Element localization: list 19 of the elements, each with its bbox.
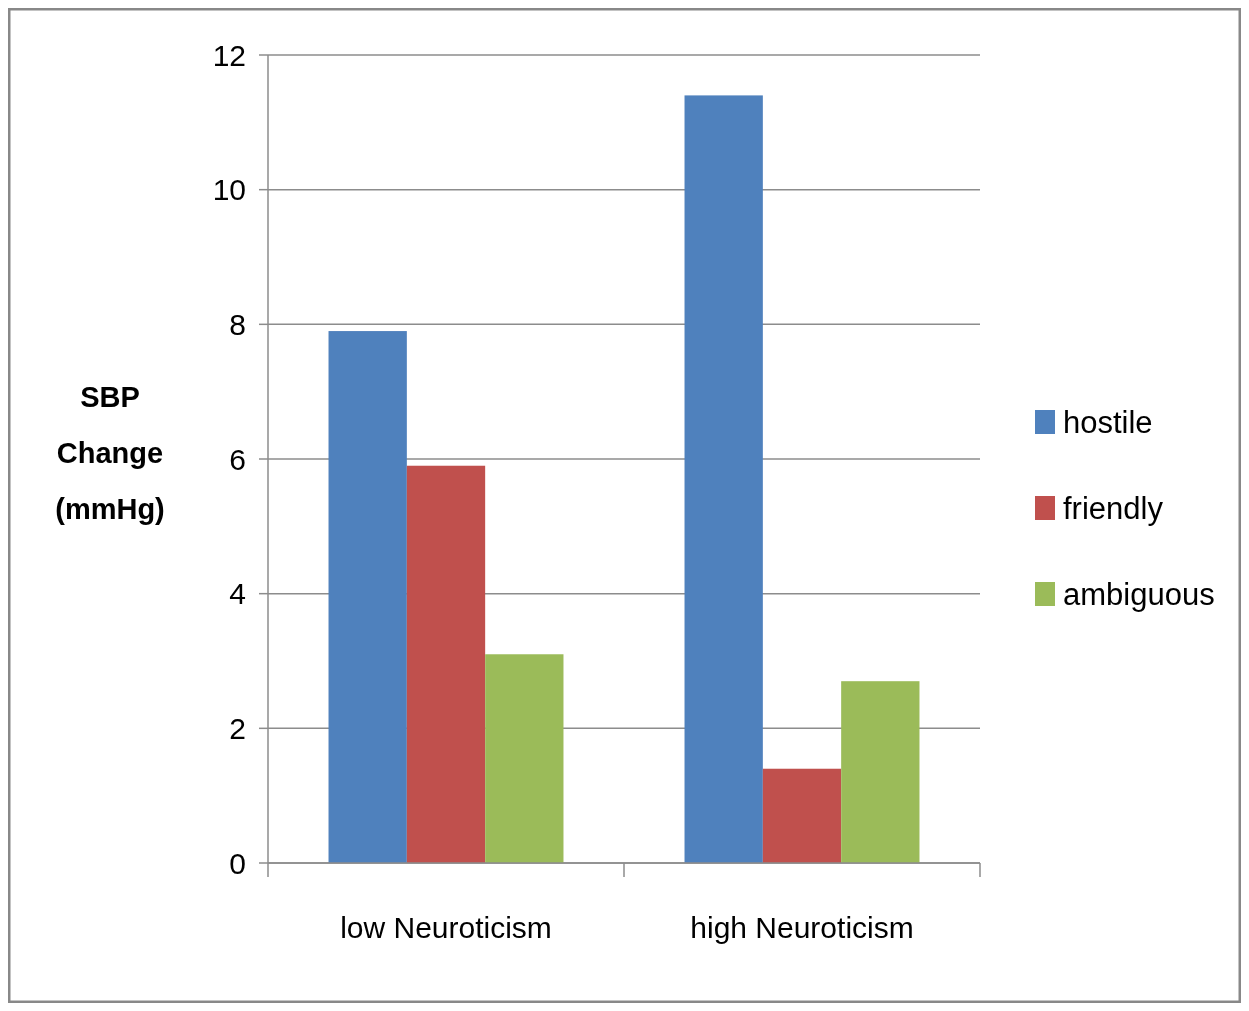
y-tick-label: 2: [229, 711, 246, 745]
y-tick-label: 4: [229, 577, 246, 611]
y-tick-label: 8: [229, 307, 246, 341]
bar: [328, 331, 407, 863]
x-tick-label: high Neuroticism: [690, 911, 914, 944]
y-tick-label: 12: [212, 38, 246, 72]
legend-label: hostile: [1063, 404, 1153, 440]
x-tick-label: low Neuroticism: [340, 911, 552, 944]
legend-label: ambiguous: [1063, 576, 1215, 612]
bar: [485, 654, 564, 863]
bar: [762, 768, 842, 863]
y-tick-label: 6: [229, 442, 246, 476]
bar: [684, 95, 763, 863]
y-axis-title: SBP Change (mmHg): [55, 381, 165, 525]
y-tick-label: 0: [229, 846, 246, 880]
bar: [406, 465, 486, 863]
bar: [841, 681, 920, 863]
y-tick-label: 10: [212, 173, 246, 207]
legend-label: friendly: [1063, 490, 1164, 526]
